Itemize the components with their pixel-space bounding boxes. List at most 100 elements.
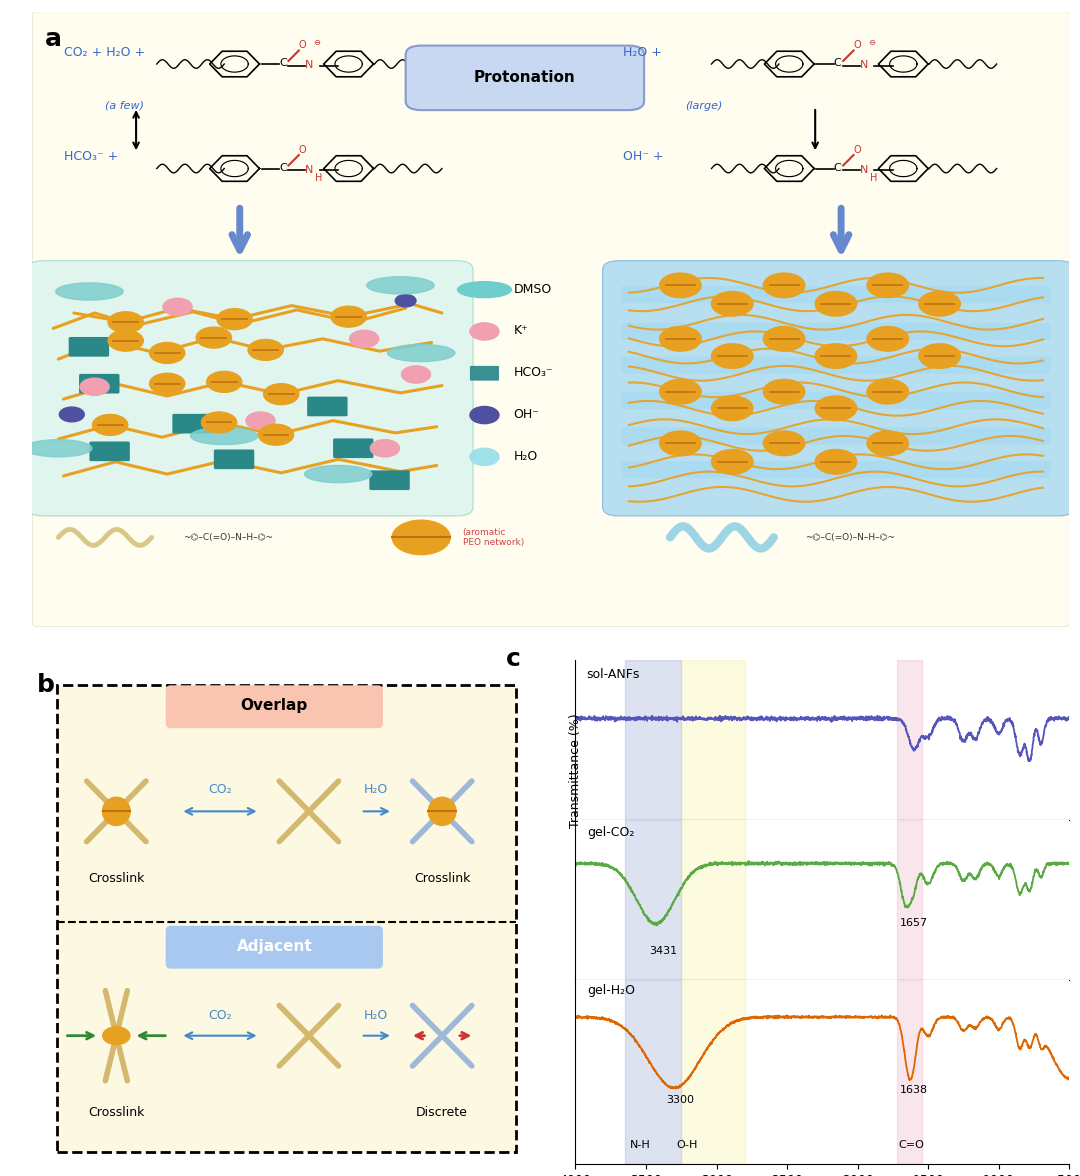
Circle shape [867,432,908,455]
Bar [897,820,922,980]
Text: O-H: O-H [676,1140,698,1150]
Ellipse shape [25,440,92,456]
Text: H₂O: H₂O [513,449,538,462]
Circle shape [712,396,753,421]
FancyBboxPatch shape [57,686,516,1151]
Circle shape [149,373,185,394]
Circle shape [815,396,856,421]
Text: b: b [38,673,55,696]
Text: gel-H₂O: gel-H₂O [586,984,635,997]
Text: Adjacent: Adjacent [237,938,312,954]
Text: 3300: 3300 [666,1095,693,1104]
FancyBboxPatch shape [69,338,109,356]
Bar [681,660,745,820]
Circle shape [248,340,283,360]
Ellipse shape [458,281,512,298]
Circle shape [206,372,242,393]
Circle shape [470,448,499,466]
Circle shape [815,292,856,316]
Circle shape [395,294,416,307]
Circle shape [764,273,805,298]
Circle shape [429,797,456,826]
Text: O: O [299,40,307,51]
FancyBboxPatch shape [27,261,473,516]
Circle shape [402,366,431,383]
Text: K⁺: K⁺ [513,325,528,338]
Circle shape [197,327,231,348]
FancyBboxPatch shape [621,392,1051,409]
Bar [681,980,745,1164]
Ellipse shape [388,345,455,361]
Circle shape [867,327,908,352]
Text: O: O [853,40,861,51]
Text: Crosslink: Crosslink [89,1107,145,1120]
Text: C=O: C=O [899,1140,924,1150]
Text: 1638: 1638 [900,1085,928,1095]
Text: gel-CO₂: gel-CO₂ [586,826,634,838]
Circle shape [815,449,856,474]
Circle shape [330,306,366,327]
Circle shape [217,309,253,329]
Circle shape [246,412,275,429]
FancyBboxPatch shape [406,46,644,111]
Text: O: O [853,145,861,155]
Text: OH⁻: OH⁻ [513,408,539,421]
Bar [625,820,681,980]
FancyBboxPatch shape [621,356,1051,374]
Text: Crosslink: Crosslink [89,871,145,884]
Text: N: N [305,165,313,175]
Circle shape [867,273,908,298]
Circle shape [108,312,144,333]
FancyBboxPatch shape [621,286,1051,303]
FancyBboxPatch shape [79,374,120,394]
Text: Transmittance (%): Transmittance (%) [569,713,582,828]
Text: O: O [299,145,307,155]
Text: ~⌬–C(=O)–N–H–⌬~: ~⌬–C(=O)–N–H–⌬~ [805,533,895,542]
FancyBboxPatch shape [32,12,1069,627]
FancyBboxPatch shape [621,427,1051,445]
Circle shape [201,412,237,433]
Text: ⊖: ⊖ [868,38,875,47]
Circle shape [103,797,131,826]
FancyBboxPatch shape [165,926,383,969]
Circle shape [370,440,400,456]
Text: H: H [315,173,323,182]
FancyBboxPatch shape [90,441,130,461]
Circle shape [764,432,805,455]
Text: CO₂: CO₂ [208,1009,232,1022]
Circle shape [815,343,856,368]
Circle shape [919,343,960,368]
Text: H₂O +: H₂O + [623,46,662,59]
Circle shape [470,407,499,423]
Text: DMSO: DMSO [513,282,552,295]
FancyBboxPatch shape [165,686,383,728]
Circle shape [163,299,192,315]
Text: Discrete: Discrete [416,1107,468,1120]
Text: CO₂: CO₂ [208,783,232,796]
Text: C: C [279,59,287,68]
Circle shape [392,520,450,555]
Bar [681,820,745,980]
FancyBboxPatch shape [470,366,499,381]
Circle shape [712,343,753,368]
Text: N: N [860,165,868,175]
FancyBboxPatch shape [603,261,1075,516]
Ellipse shape [56,283,123,300]
Text: 1657: 1657 [900,918,928,928]
Text: HCO₃⁻ +: HCO₃⁻ + [64,151,118,163]
Circle shape [59,407,84,422]
Circle shape [919,292,960,316]
Text: ~⌬–C(=O)–N–H–⌬~: ~⌬–C(=O)–N–H–⌬~ [183,533,273,542]
Text: a: a [45,27,62,51]
Circle shape [149,342,185,363]
Circle shape [867,380,908,405]
Circle shape [470,323,499,340]
Circle shape [108,330,144,352]
FancyBboxPatch shape [369,470,409,490]
FancyBboxPatch shape [621,323,1051,340]
Text: N: N [860,60,868,71]
FancyBboxPatch shape [173,414,213,434]
Circle shape [712,449,753,474]
Bar [897,660,922,820]
Text: 3431: 3431 [649,947,677,956]
